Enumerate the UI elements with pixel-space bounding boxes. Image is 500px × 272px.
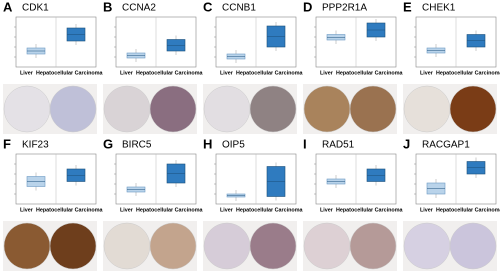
gene-name: RACGAP1 bbox=[422, 140, 470, 151]
ihc-core bbox=[203, 222, 251, 270]
panel: A CDK1 Liver Hepatocellular Carcinoma bbox=[3, 0, 104, 134]
group-label: Liver bbox=[220, 207, 234, 213]
gene-name: KIF23 bbox=[22, 140, 49, 151]
group-label: Liver bbox=[220, 70, 234, 76]
gene-name: PPP2R1A bbox=[322, 3, 367, 14]
panel: F KIF23 Liver Hepatocellular Carcinoma bbox=[3, 136, 104, 271]
panel-letter: F bbox=[3, 136, 11, 151]
gene-name: CCNB1 bbox=[222, 3, 256, 14]
ihc-core bbox=[349, 85, 397, 133]
group-label: Hepatocellular Carcinoma bbox=[136, 70, 204, 76]
group-label: Liver bbox=[120, 70, 134, 76]
panel-letter: I bbox=[303, 136, 307, 151]
panel-letter: A bbox=[3, 0, 13, 14]
ihc-core bbox=[449, 85, 497, 133]
ihc-core bbox=[103, 222, 151, 270]
panel-letter: C bbox=[203, 0, 213, 14]
group-label: Liver bbox=[320, 70, 334, 76]
panel: I RAD51 Liver Hepatocellular Carcinoma bbox=[303, 136, 404, 271]
gene-name: RAD51 bbox=[322, 140, 355, 151]
ihc-core bbox=[149, 85, 197, 133]
group-label: Hepatocellular Carcinoma bbox=[336, 207, 404, 213]
ihc-core bbox=[403, 222, 451, 270]
ihc-core bbox=[303, 222, 351, 270]
panel-letter: H bbox=[203, 136, 212, 151]
panel-letter: D bbox=[303, 0, 312, 14]
panel-letter: G bbox=[103, 136, 113, 151]
ihc-core bbox=[3, 85, 51, 133]
panel: D PPP2R1A Liver Hepatocellular Carcinoma bbox=[303, 0, 404, 134]
panel: C CCNB1 Liver Hepatocellular Carcinoma bbox=[203, 0, 304, 134]
group-label: Liver bbox=[420, 207, 434, 213]
panel-letter: B bbox=[103, 0, 112, 14]
ihc-core bbox=[103, 85, 151, 133]
panel: E CHEK1 Liver Hepatocellular Carcinoma bbox=[403, 0, 500, 134]
ihc-core bbox=[303, 85, 351, 133]
ihc-core bbox=[149, 222, 197, 270]
group-label: Hepatocellular Carcinoma bbox=[336, 70, 404, 76]
group-label: Hepatocellular Carcinoma bbox=[436, 70, 500, 76]
group-label: Liver bbox=[20, 207, 34, 213]
ihc-core bbox=[403, 85, 451, 133]
group-label: Hepatocellular Carcinoma bbox=[236, 70, 304, 76]
gene-name: CDK1 bbox=[22, 3, 49, 14]
ihc-core bbox=[49, 85, 97, 133]
panel: J RACGAP1 Liver Hepatocellular Carcinoma bbox=[403, 136, 500, 271]
group-label: Hepatocellular Carcinoma bbox=[36, 207, 104, 213]
panel: H OIP5 Liver Hepatocellular Carcinoma bbox=[203, 136, 304, 271]
group-label: Liver bbox=[120, 207, 134, 213]
group-label: Hepatocellular Carcinoma bbox=[36, 70, 104, 76]
gene-name: CHEK1 bbox=[422, 3, 456, 14]
group-label: Liver bbox=[420, 70, 434, 76]
gene-name: OIP5 bbox=[222, 140, 245, 151]
gene-name: CCNA2 bbox=[122, 3, 156, 14]
group-label: Liver bbox=[320, 207, 334, 213]
panel-letter: E bbox=[403, 0, 412, 14]
ihc-core bbox=[449, 222, 497, 270]
ihc-core bbox=[49, 222, 97, 270]
group-label: Hepatocellular Carcinoma bbox=[236, 207, 304, 213]
ihc-core bbox=[349, 222, 397, 270]
group-label: Hepatocellular Carcinoma bbox=[136, 207, 204, 213]
ihc-core bbox=[249, 222, 297, 270]
ihc-core bbox=[203, 85, 251, 133]
ihc-core bbox=[249, 85, 297, 133]
ihc-core bbox=[3, 222, 51, 270]
panel: B CCNA2 Liver Hepatocellular Carcinoma bbox=[103, 0, 204, 134]
panel: G BIRC5 Liver Hepatocellular Carcinoma bbox=[103, 136, 204, 271]
group-label: Liver bbox=[20, 70, 34, 76]
panel-letter: J bbox=[403, 136, 410, 151]
gene-name: BIRC5 bbox=[122, 140, 152, 151]
group-label: Hepatocellular Carcinoma bbox=[436, 207, 500, 213]
